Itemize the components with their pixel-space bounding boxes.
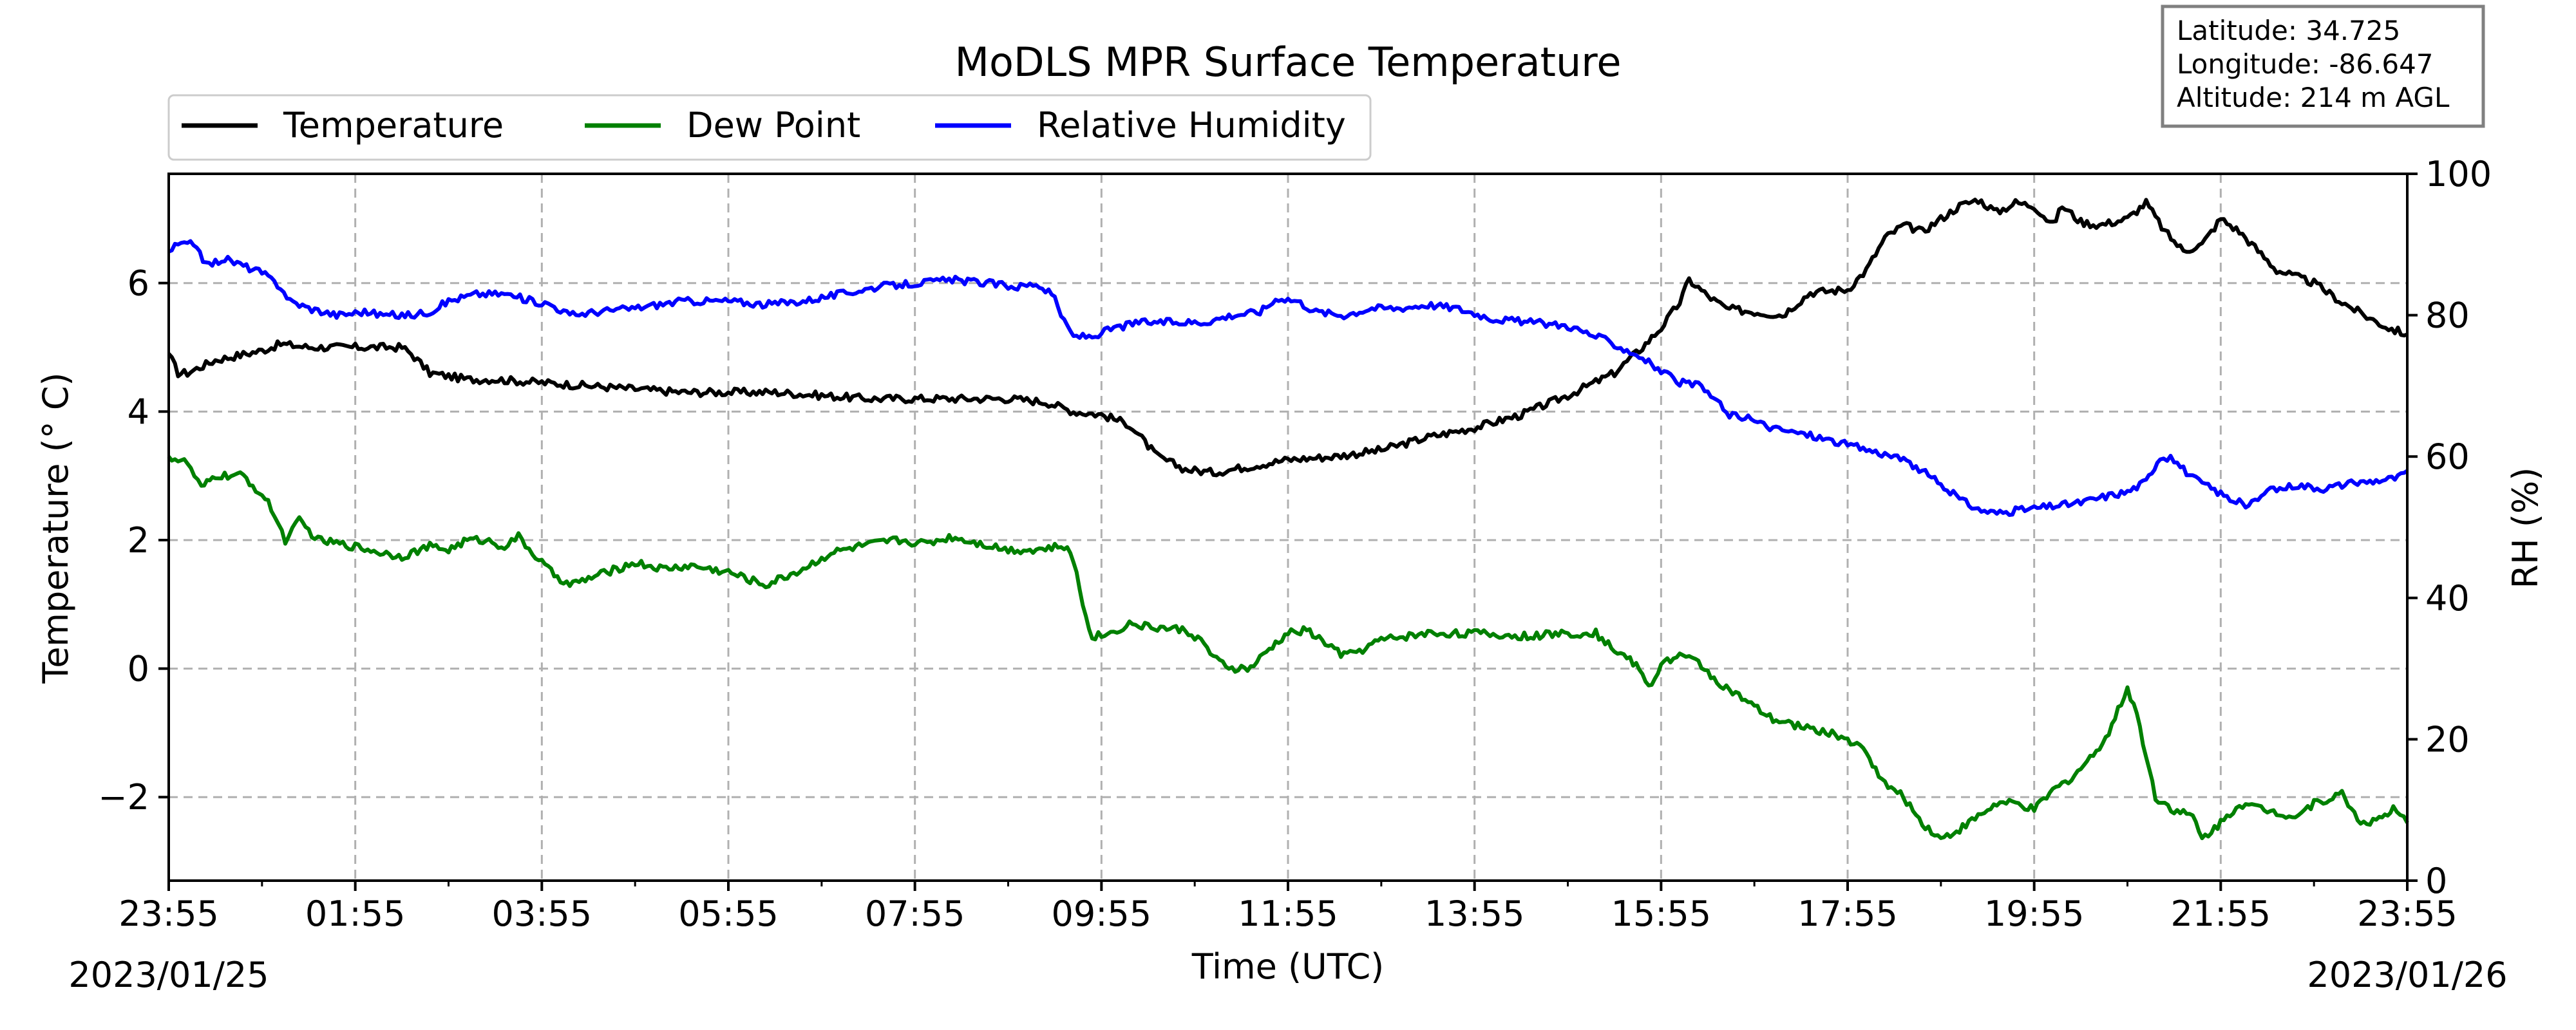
y-axis-left-label: Temperature (° C) [35, 372, 76, 684]
legend-label-temperature: Temperature [283, 105, 504, 145]
info-altitude: Altitude: 214 m AGL [2177, 82, 2450, 113]
info-latitude: Latitude: 34.725 [2177, 15, 2400, 46]
info-longitude: Longitude: -86.647 [2177, 48, 2434, 80]
y-right-tick-label: 100 [2425, 154, 2492, 194]
x-tick-label: 19:55 [1984, 894, 2085, 934]
x-tick-label: 07:55 [865, 894, 965, 934]
x-tick-label: 03:55 [492, 894, 592, 934]
y-left-tick-label: 2 [128, 520, 149, 561]
y-axis-right-label: RH (%) [2505, 467, 2546, 589]
x-axis-label: Time (UTC) [1191, 946, 1385, 987]
x-tick-label: 05:55 [678, 894, 779, 934]
end-date-label: 2023/01/26 [2307, 955, 2507, 995]
series-layer [167, 198, 2409, 841]
legend-label-relative-humidity: Relative Humidity [1037, 105, 1346, 145]
y-left-tick-label: 4 [128, 391, 149, 432]
y-right-tick-label: 20 [2425, 719, 2470, 760]
x-tick-label: 23:55 [118, 894, 219, 934]
x-tick-label: 15:55 [1611, 894, 1712, 934]
y-right-tick-label: 80 [2425, 295, 2470, 336]
x-axis: 23:55 01:55 03:55 05:55 07:55 09:55 11:55 13:55… [118, 881, 2458, 934]
y-right-tick-label: 40 [2425, 578, 2470, 619]
x-tick-label: 17:55 [1797, 894, 1898, 934]
y-left-tick-label: 0 [128, 649, 149, 689]
series-line-temperature [167, 198, 2409, 478]
x-tick-label: 01:55 [305, 894, 406, 934]
series-line-relative-humidity [167, 239, 2409, 517]
x-tick-label: 21:55 [2171, 894, 2271, 934]
y-axis-right: 0 20 40 60 80 100 [2407, 154, 2492, 901]
legend-label-dew-point: Dew Point [687, 105, 860, 145]
y-left-tick-label: 6 [128, 263, 149, 304]
grid [169, 174, 2407, 881]
y-right-tick-label: 0 [2425, 861, 2447, 901]
x-tick-label: 11:55 [1238, 894, 1338, 934]
y-axis-left: −2 0 2 4 6 [98, 263, 169, 818]
x-tick-label: 13:55 [1425, 894, 1525, 934]
chart-title: MoDLS MPR Surface Temperature [954, 39, 1621, 86]
start-date-label: 2023/01/25 [68, 955, 269, 995]
x-tick-label: 09:55 [1052, 894, 1152, 934]
legend-box [167, 94, 1372, 161]
y-left-tick-label: −2 [98, 777, 149, 818]
x-tick-label: 23:55 [2357, 894, 2458, 934]
info-box: Latitude: 34.725 Longitude: -86.647 Alti… [2161, 5, 2485, 128]
legend: Temperature Dew Point Relative Humidity [167, 94, 1372, 161]
y-right-tick-label: 60 [2425, 436, 2470, 477]
info-box-frame [2161, 5, 2485, 128]
series-line-dew-point [167, 455, 2409, 841]
